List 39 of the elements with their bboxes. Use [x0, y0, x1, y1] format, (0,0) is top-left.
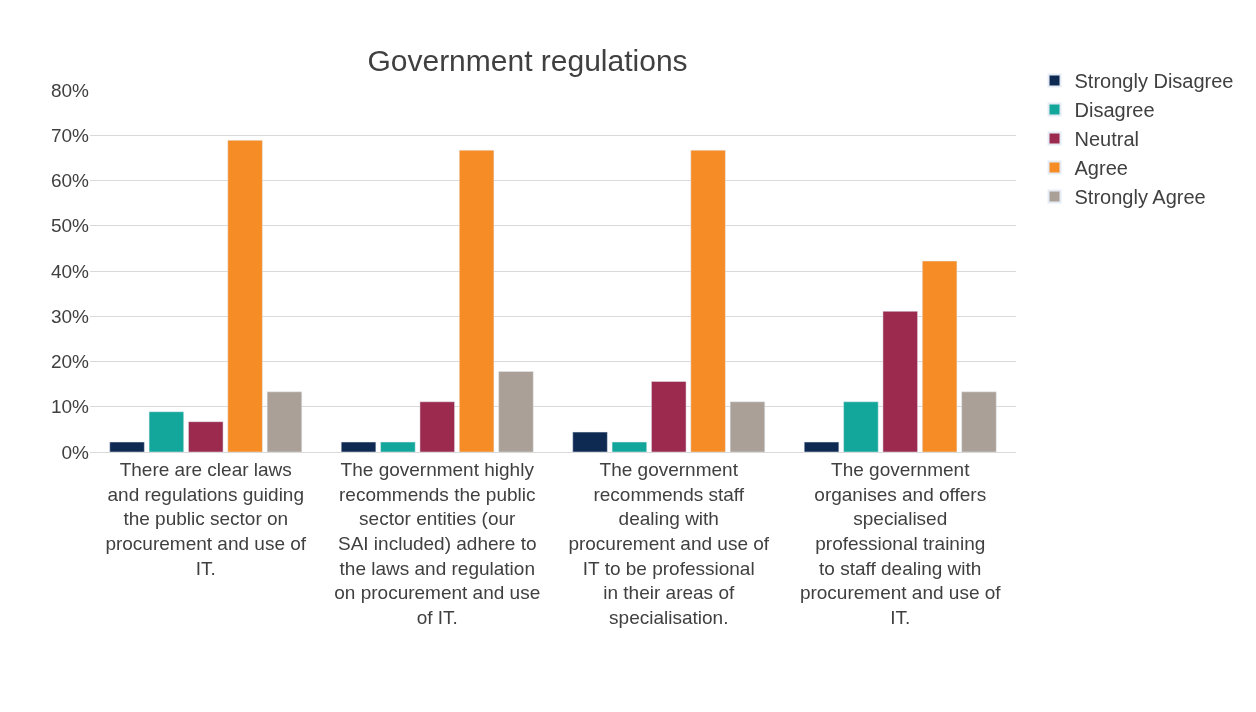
bar — [266, 391, 303, 452]
y-tick-label: 20% — [50, 351, 90, 373]
x-tick-label: The government recommends staff dealing with procurement and use of IT to be professional in their areas of specialisation. — [568, 458, 770, 628]
bar — [961, 391, 997, 452]
y-tick-label: 50% — [50, 215, 90, 237]
bar — [340, 441, 377, 452]
bar — [459, 149, 495, 452]
bar — [882, 311, 918, 452]
x-tick-label: The government highly recommends the public sector entities (our SAI included) adhere to the laws and regulation on procurement and use of IT. — [334, 458, 541, 628]
legend-label: Strongly Disagree — [1074, 70, 1234, 93]
bar — [690, 149, 726, 452]
bar — [188, 421, 224, 452]
bar — [148, 411, 184, 452]
legend-label: Strongly Agree — [1074, 186, 1206, 209]
y-tick-label: 60% — [50, 170, 90, 192]
y-tick-label: 70% — [50, 124, 90, 146]
y-tick-label: 80% — [50, 79, 90, 101]
bar — [922, 260, 958, 452]
bar — [227, 139, 263, 452]
bar — [611, 441, 647, 452]
bar — [843, 401, 879, 452]
y-tick-label: 40% — [50, 260, 90, 282]
bar — [729, 401, 766, 452]
bar — [498, 371, 534, 452]
bar — [651, 381, 687, 452]
chart-title: Government regulations — [367, 43, 688, 77]
x-tick-label: There are clear laws and regulations guiding the public sector on procurement and use of IT. — [105, 458, 307, 579]
x-tick-label: The government organises and offers specialised professional training to staff dealing with procurement and use of IT. — [799, 458, 1002, 628]
y-tick-label: 30% — [50, 305, 90, 327]
legend-label: Disagree — [1074, 99, 1155, 122]
y-tick-label: 10% — [50, 396, 90, 418]
bar — [572, 431, 608, 452]
legend-label: Agree — [1074, 157, 1128, 180]
y-tick-label: 0% — [61, 441, 90, 463]
bar — [803, 441, 840, 452]
bar — [380, 441, 416, 452]
legend-label: Neutral — [1074, 128, 1139, 151]
bar — [109, 441, 145, 452]
bar — [419, 401, 455, 452]
